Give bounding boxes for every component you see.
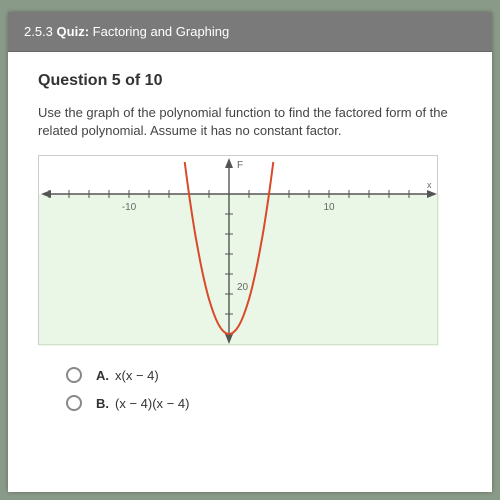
graph-svg: Fx -10 10 20 [39,156,439,346]
question-content: Question 5 of 10 Use the graph of the po… [8,52,492,433]
option-text: (x − 4)(x − 4) [115,396,189,411]
answer-options: A. x(x − 4) B. (x − 4)(x − 4) [38,367,468,411]
quiz-header: 2.5.3 Quiz: Factoring and Graphing [8,12,492,52]
option-letter: A. [96,368,109,383]
svg-text:10: 10 [323,202,335,213]
quiz-title: Factoring and Graphing [93,24,230,39]
question-prompt: Use the graph of the polynomial function… [38,104,468,139]
radio-icon[interactable] [66,367,82,383]
question-number: Question 5 of 10 [38,72,468,90]
svg-text:-10: -10 [122,202,137,213]
quiz-label: Quiz: [57,24,90,39]
polynomial-graph: Fx -10 10 20 [38,155,438,345]
svg-text:F: F [237,160,243,171]
option-a[interactable]: A. x(x − 4) [66,367,468,383]
radio-icon[interactable] [66,395,82,411]
quiz-viewport: 2.5.3 Quiz: Factoring and Graphing Quest… [8,12,492,492]
section-number: 2.5.3 [24,24,53,39]
svg-text:x: x [427,180,432,190]
option-text: x(x − 4) [115,368,159,383]
option-b[interactable]: B. (x − 4)(x − 4) [66,395,468,411]
svg-text:20: 20 [237,282,249,293]
option-letter: B. [96,396,109,411]
